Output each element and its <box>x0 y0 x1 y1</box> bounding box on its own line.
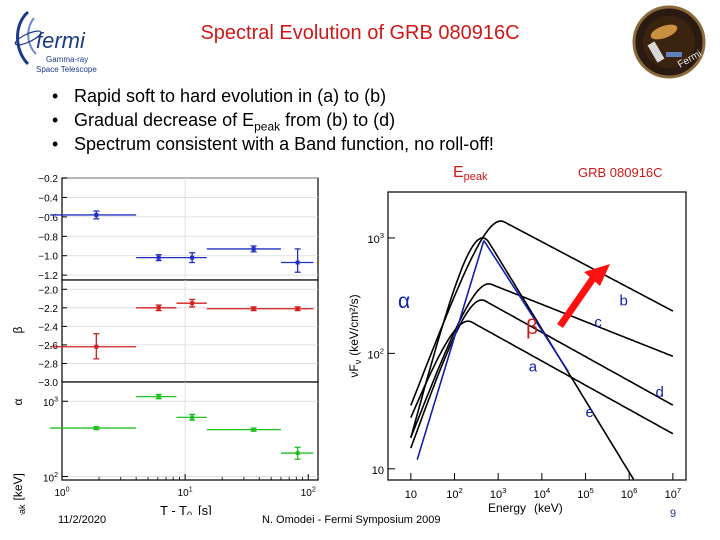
alpha-point <box>156 255 161 260</box>
page-number: 9 <box>670 508 677 520</box>
bullet-list: • Rapid soft to hard evolution in (a) to … <box>52 84 494 156</box>
beta-axis-label: β <box>11 326 25 333</box>
energy-xtick-label: 107 <box>665 486 682 501</box>
epeak-point <box>94 426 99 431</box>
beta-point <box>251 306 256 311</box>
time-xtick-label: 101 <box>178 487 193 500</box>
evolution-arrow <box>557 275 597 328</box>
energy-xtick-label: 105 <box>577 486 594 501</box>
alpha-point <box>251 246 256 251</box>
evolution-arrowhead <box>584 264 610 286</box>
alpha-point <box>94 212 99 217</box>
beta-ytick-label: −2.0 <box>38 285 58 296</box>
epeak-axis-label-unit: [keV] <box>11 473 25 500</box>
time-xtick-label: 100 <box>54 487 69 500</box>
beta-panel-frame <box>61 279 319 383</box>
beta-point <box>156 305 161 310</box>
bullet-text-tail: from (b) to (d) <box>280 110 396 130</box>
spectra-plot: 10 102 103 104 105 106 107 10 102 103 bc a d e Epeak α β… <box>347 164 687 515</box>
energy-axis-label: Energy (keV) <box>488 501 563 515</box>
epeak-axis-label: Epeak[keV] <box>11 473 27 515</box>
energy-xtick-label: 104 <box>534 486 551 501</box>
spectrum-label-d: d <box>655 384 663 401</box>
energy-xtick-label: 106 <box>621 486 638 501</box>
energy-xtick-label: 102 <box>446 486 463 501</box>
bullet-text: Gradual decrease of E <box>74 110 255 130</box>
epeak-point <box>295 451 300 456</box>
fermi-logo-subtitle2: Space Telescope <box>36 65 97 74</box>
footer-author: N. Omodei - Fermi Symposium 2009 <box>262 514 441 526</box>
alpha-axis-label: α <box>11 398 25 405</box>
flux-ytick-label: 103 <box>367 231 384 246</box>
epeak-point <box>190 415 195 420</box>
spectra-title: GRB 080916C <box>578 165 663 180</box>
bullet-item: • Rapid soft to hard evolution in (a) to … <box>52 86 387 106</box>
beta-ytick-label: −2.8 <box>38 359 58 370</box>
spectrum-label-e: e <box>586 404 594 421</box>
alpha-point <box>190 255 195 260</box>
energy-xtick-label: 103 <box>490 486 507 501</box>
epeak-guide-line <box>416 240 485 460</box>
beta-point <box>190 301 195 306</box>
time-xtick-label: 102 <box>301 487 316 500</box>
epeak-point <box>251 427 256 432</box>
alpha-annotation: α <box>398 290 410 313</box>
slide-title: Spectral Evolution of GRB 080916C <box>200 22 520 44</box>
beta-ytick-label: −2.6 <box>38 341 58 352</box>
footer-date: 11/2/2020 <box>58 514 107 526</box>
spectrum-line-b <box>410 220 674 406</box>
evolution-plot: −0.2 −0.4 −0.6 −0.8 −1.0 −1.2 −2.0 −2.2 −2.4 −2.6… <box>11 174 319 515</box>
epeak-point <box>156 394 161 399</box>
flux-axis-label: νFν(keV/cm²/s) <box>347 294 363 377</box>
alpha-ytick-label: −0.2 <box>38 174 58 185</box>
spectrum-label-c: c <box>594 314 602 331</box>
bullet-text: Rapid soft to hard evolution in (a) to (… <box>74 86 387 106</box>
time-axis-label-main: T - T <box>160 503 187 515</box>
alpha-ytick-label: −0.4 <box>38 193 58 204</box>
beta-point <box>94 344 99 349</box>
epeak-annotation: Epeak <box>453 164 488 183</box>
beta-point <box>295 306 300 311</box>
bullet-text: Spectrum consistent with a Band function… <box>74 134 494 154</box>
alpha-ytick-label: −1.2 <box>38 271 58 282</box>
epeak-panel-frame <box>61 381 319 481</box>
alpha-ytick-label: −0.8 <box>38 232 58 243</box>
time-axis-label: T - T0 [s] <box>160 503 212 515</box>
flux-ytick-label: 102 <box>367 346 384 361</box>
fermi-logo-subtitle1: Gamma-ray <box>46 55 88 64</box>
epeak-axis-label-sub: peak <box>17 504 27 515</box>
time-axis-label-unit: [s] <box>198 503 212 515</box>
alpha-ytick-label: −1.0 <box>38 252 58 263</box>
beta-ytick-label: −3.0 <box>38 378 58 389</box>
flux-ytick-label: 10 <box>372 465 384 477</box>
bullet-subscript: peak <box>254 119 281 134</box>
time-axis-label-sub: 0 <box>187 510 192 515</box>
alpha-point <box>295 260 300 265</box>
spectrum-label-a: a <box>529 358 538 375</box>
spectrum-line-e <box>410 320 674 435</box>
energy-xtick-label: 10 <box>405 489 417 501</box>
fermi-logo: fermi Gamma-ray Space Telescope <box>6 4 116 81</box>
alpha-panel-frame <box>61 177 319 281</box>
epeak-ytick-label: 102 <box>43 472 58 485</box>
epeak-ytick-label: 103 <box>43 397 58 410</box>
fermi-logo-name: fermi <box>36 28 86 53</box>
beta-annotation: β <box>526 316 538 339</box>
bullet-item: • Spectrum consistent with a Band functio… <box>52 134 494 154</box>
alpha-ytick-label: −0.6 <box>38 213 58 224</box>
spectrum-label-b: b <box>619 292 627 309</box>
beta-ytick-label: −2.4 <box>38 322 58 333</box>
mission-patch: Fermi <box>628 2 710 87</box>
bullet-item: • Gradual decrease of Epeak from (b) to (… <box>52 110 396 134</box>
beta-ytick-label: −2.2 <box>38 304 58 315</box>
epeak-guide-line <box>483 240 569 372</box>
